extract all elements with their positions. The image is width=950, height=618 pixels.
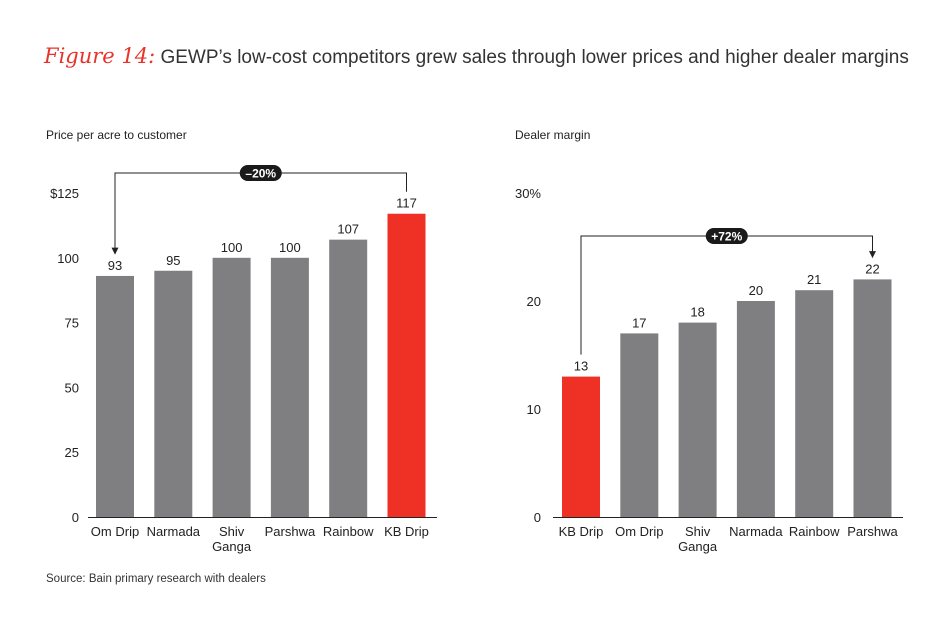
change-callout-badge — [705, 228, 748, 244]
data-label-om-drip: 17 — [632, 315, 646, 330]
category-label-narmada: Narmada — [147, 524, 201, 539]
category-label-shiv-ganga: Shiv — [219, 524, 245, 539]
category-label-rainbow: Rainbow — [323, 524, 374, 539]
bar-narmada — [736, 301, 775, 517]
change-callout-text: –20% — [245, 167, 276, 181]
category-label-parshwa: Parshwa — [265, 524, 316, 539]
category-label-narmada: Narmada — [729, 524, 783, 539]
source-note: Source: Bain primary research with deale… — [46, 573, 266, 585]
data-label-parshwa: 100 — [279, 240, 301, 255]
category-label-shiv-ganga: Shiv — [685, 524, 711, 539]
bar-kb-drip — [562, 376, 600, 517]
chart-title: Price per acre to customer — [46, 128, 187, 142]
category-label-kb-drip: KB Drip — [559, 524, 604, 539]
category-label-parshwa: Parshwa — [847, 524, 898, 539]
figure-label: Figure 14: — [44, 44, 156, 68]
data-label-kb-drip: 13 — [574, 359, 588, 374]
data-label-rainbow: 21 — [807, 272, 821, 287]
category-label-om-drip: Om Drip — [91, 524, 139, 539]
bar-om-drip — [620, 333, 659, 517]
dealer-margin-chart: Dealer margin 0 10 20 30% 13 KB Drip 17 Om Drip 1… — [515, 128, 903, 554]
y-tick-label: $125 — [50, 186, 79, 201]
y-tick-label: 75 — [65, 316, 79, 331]
data-label-shiv-ganga: 100 — [221, 240, 243, 255]
bar-rainbow — [329, 239, 368, 517]
figure-title-text: GEWP’s low-cost competitors grew sales t… — [160, 47, 909, 68]
bar-kb-drip — [387, 213, 426, 517]
category-label-shiv-ganga: Ganga — [212, 539, 252, 554]
y-tick-label: 100 — [57, 251, 79, 266]
bar-rainbow — [795, 290, 834, 517]
data-label-narmada: 20 — [749, 283, 763, 298]
category-label-rainbow: Rainbow — [789, 524, 840, 539]
category-label-om-drip: Om Drip — [615, 524, 663, 539]
chart-title: Dealer margin — [515, 128, 590, 142]
y-tick-label: 20 — [527, 294, 541, 309]
change-callout-text: +72% — [711, 230, 742, 244]
bar-narmada — [154, 270, 193, 517]
y-tick-label: 0 — [534, 510, 541, 525]
bar-om-drip — [96, 275, 134, 517]
bar-parshwa — [270, 257, 309, 517]
bar-parshwa — [853, 279, 892, 517]
change-callout-badge — [239, 165, 282, 181]
data-label-parshwa: 22 — [865, 261, 879, 276]
y-tick-label: 0 — [72, 510, 79, 525]
y-tick-label: 50 — [65, 380, 79, 395]
data-label-shiv-ganga: 18 — [690, 305, 704, 320]
bar-shiv-ganga — [678, 322, 717, 517]
y-tick-label: 30% — [515, 186, 541, 201]
data-label-rainbow: 107 — [337, 222, 359, 237]
category-label-kb-drip: KB Drip — [384, 524, 429, 539]
y-tick-label: 10 — [527, 402, 541, 417]
category-label-shiv-ganga: Ganga — [678, 539, 718, 554]
bar-shiv-ganga — [212, 257, 251, 517]
data-label-om-drip: 93 — [108, 258, 122, 273]
y-tick-label: 25 — [65, 445, 79, 460]
price-chart: Price per acre to customer 0 25 50 75 100 $125… — [46, 128, 437, 554]
data-label-narmada: 95 — [166, 253, 180, 268]
data-label-kb-drip: 117 — [396, 196, 417, 211]
figure-title: Figure 14: GEWP’s low-cost competitors g… — [44, 44, 909, 69]
